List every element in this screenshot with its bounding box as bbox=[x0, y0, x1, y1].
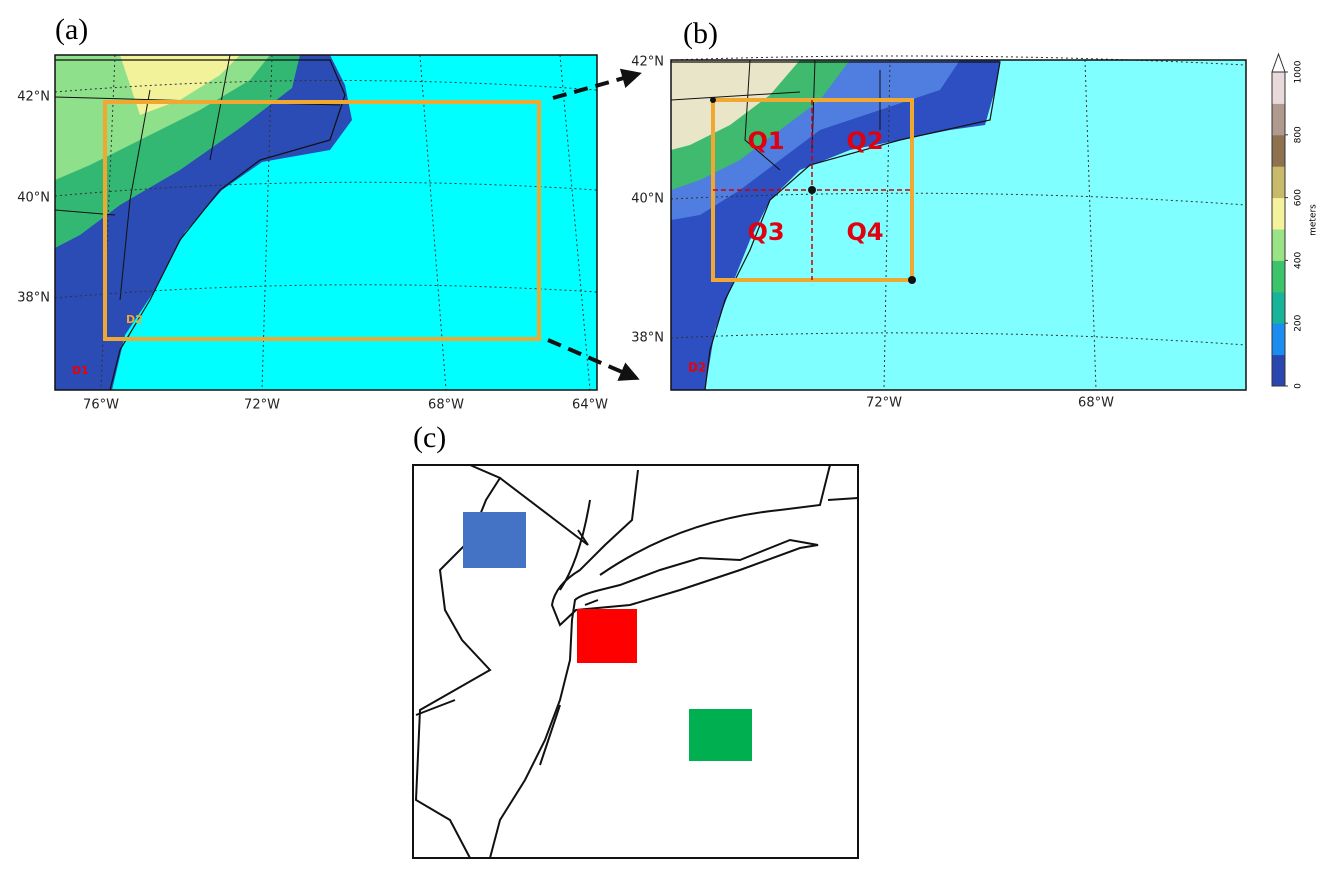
lat-label: 38°N bbox=[17, 291, 50, 306]
colorbar-tick-label: 1000 bbox=[1294, 60, 1304, 83]
zoom-arrow bbox=[552, 68, 642, 100]
colorbar-band bbox=[1272, 354, 1285, 387]
colorbar-tick-label: 400 bbox=[1294, 252, 1304, 269]
lon-label: 76°W bbox=[83, 398, 119, 413]
quadrant-label: Q3 bbox=[747, 218, 784, 246]
region-square bbox=[463, 512, 526, 568]
colorbar-tick-label: 600 bbox=[1294, 189, 1304, 206]
domain-label: D2 bbox=[126, 313, 143, 326]
map-a bbox=[54, 54, 598, 391]
lon-label: 68°W bbox=[1078, 396, 1114, 411]
colorbar-tick-label: 0 bbox=[1294, 383, 1304, 389]
lat-label: 42°N bbox=[17, 90, 50, 105]
domain-label: D2 bbox=[688, 361, 706, 375]
colorbar-extension bbox=[1271, 52, 1286, 73]
colorbar-band bbox=[1272, 166, 1285, 199]
lon-label: 64°W bbox=[572, 398, 608, 413]
colorbar: 0 200 400 600 800 1000 bbox=[1271, 52, 1304, 389]
lon-label: 68°W bbox=[428, 398, 464, 413]
colorbar-tick-label: 200 bbox=[1294, 314, 1304, 331]
colorbar-band bbox=[1272, 291, 1285, 324]
zoom-arrow bbox=[547, 338, 640, 381]
panel-label: (b) bbox=[683, 17, 718, 50]
quadrant-label: Q2 bbox=[846, 127, 883, 155]
lat-label: 38°N bbox=[631, 331, 664, 346]
panel-label: (a) bbox=[55, 13, 88, 46]
colorbar-band bbox=[1272, 103, 1285, 136]
region-square bbox=[689, 709, 752, 761]
colorbar-band bbox=[1272, 72, 1285, 104]
lat-label: 40°N bbox=[631, 192, 664, 207]
colorbar-frame bbox=[1271, 71, 1286, 387]
colorbar-band bbox=[1272, 323, 1285, 356]
lat-label: 42°N bbox=[631, 55, 664, 70]
lon-label: 72°W bbox=[244, 398, 280, 413]
panel-label: (c) bbox=[413, 421, 446, 454]
colorbar-label: meters bbox=[1309, 204, 1319, 236]
domain-label: D1 bbox=[72, 364, 89, 377]
colorbar-tick-label: 800 bbox=[1294, 126, 1304, 143]
lon-label: 72°W bbox=[866, 396, 902, 411]
map-b bbox=[670, 55, 1247, 391]
colorbar-band bbox=[1272, 260, 1285, 293]
region-square bbox=[577, 609, 637, 663]
colorbar-band bbox=[1272, 229, 1285, 261]
colorbar-band bbox=[1272, 134, 1285, 167]
quadrant-label: Q1 bbox=[747, 127, 784, 155]
lat-label: 40°N bbox=[17, 191, 50, 206]
colorbar-band bbox=[1272, 197, 1285, 230]
quadrant-label: Q4 bbox=[846, 218, 883, 246]
